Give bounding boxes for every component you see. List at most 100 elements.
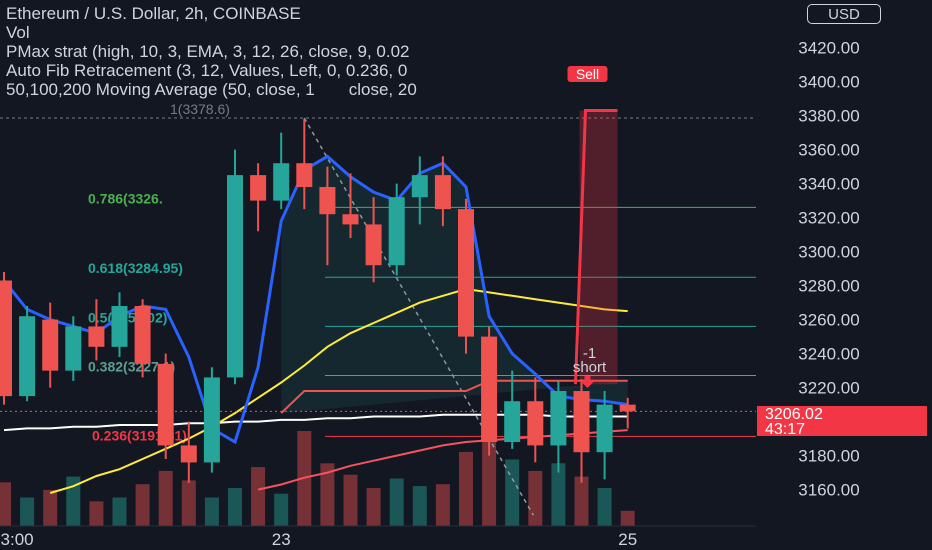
volume-bar (158, 470, 173, 526)
y-tick-label: 3180.00 (798, 447, 859, 466)
candle-body (596, 404, 613, 453)
legend-pmax[interactable]: PMax strat (high, 10, 3, EMA, 3, 12, 26,… (6, 42, 410, 61)
volume-bar (43, 489, 58, 526)
legend-title[interactable]: Ethereum / U.S. Dollar, 2h, COINBASE (6, 4, 301, 23)
indicator-lines (0, 154, 756, 494)
chart-legend: Ethereum / U.S. Dollar, 2h, COINBASE Vol… (6, 4, 417, 99)
y-tick-label: 3240.00 (798, 345, 859, 364)
candle-body (550, 391, 567, 446)
candle-body (619, 404, 636, 412)
y-tick-label: 3220.00 (798, 379, 859, 398)
candle-body (42, 319, 59, 371)
candle-body (411, 175, 428, 198)
sell-badge-label: Sell (576, 66, 599, 82)
y-tick-label: 3360.00 (798, 141, 859, 160)
volume-bar (320, 463, 335, 526)
candle-body (134, 306, 151, 364)
trade-side-label: short (573, 359, 607, 376)
pmax-fill (281, 156, 628, 414)
candle-body (0, 280, 12, 397)
candle-body (180, 445, 197, 463)
sell-spike-area (579, 110, 618, 385)
candle-body (504, 401, 521, 443)
candle-body (273, 163, 290, 201)
y-tick-label: 3300.00 (798, 243, 859, 262)
volume-bar (112, 497, 127, 526)
pmax-stop-line (280, 379, 628, 414)
sell-spike-line (574, 109, 618, 385)
candle-body (481, 336, 498, 443)
currency-button[interactable]: USD (807, 4, 881, 24)
last-price-label: 3206.02 43:17 (757, 406, 927, 438)
candle-body (65, 326, 82, 371)
legend-fib[interactable]: Auto Fib Retracement (3, 12, Values, Lef… (6, 61, 408, 80)
candle-body (88, 326, 105, 347)
volume-bar (204, 497, 219, 526)
volume-bar (89, 501, 104, 526)
candle-body (458, 209, 474, 337)
volume-bar (412, 486, 427, 526)
volume-bar (343, 474, 358, 526)
candle-body (157, 363, 174, 446)
candle-body (203, 377, 220, 463)
volume-bar (66, 476, 81, 526)
legend-ma-tail: close, 20 (348, 80, 417, 99)
candle-body (250, 175, 267, 201)
x-tick-label: 3:00 (1, 530, 34, 549)
candle-body (365, 224, 382, 266)
x-tick-label: 23 (272, 530, 291, 549)
x-tick-label: 25 (618, 530, 637, 549)
axes: 3160.003180.003200.003220.003240.003260.… (0, 39, 860, 549)
candle-body (319, 187, 336, 215)
y-tick-label: 3420.00 (798, 39, 859, 58)
legend-ma[interactable]: 50,100,200 Moving Average (50, close, 1 c… (6, 80, 417, 99)
bar-countdown: 43:17 (765, 421, 806, 438)
short-arrow-icon (580, 376, 595, 388)
volume-bars (0, 412, 635, 526)
y-tick-label: 3400.00 (798, 73, 859, 92)
ma50-line (49, 287, 628, 494)
volume-bar (228, 488, 242, 526)
pmax-line (2, 154, 628, 445)
trade-size-label: -1 (583, 345, 596, 362)
volume-bar (574, 476, 589, 526)
volume-bar (505, 459, 520, 526)
y-tick-label: 3320.00 (798, 209, 859, 228)
sell-badge (567, 66, 608, 82)
candle-body (19, 316, 36, 397)
fib-label: 0.786(3326. (88, 190, 163, 206)
candles (0, 119, 636, 483)
candle-body (227, 175, 243, 378)
fib-label: 0.618(3284.95) (88, 260, 183, 276)
fib-label: 1(3378.6) (170, 101, 230, 117)
last-price-value: 3206.02 (765, 406, 823, 423)
legend-vol[interactable]: Vol (6, 23, 30, 42)
volume-bar (366, 488, 381, 526)
y-tick-label: 3260.00 (798, 311, 859, 330)
volume-bar (0, 482, 11, 526)
volume-bar (435, 484, 450, 526)
volume-bar (459, 451, 473, 526)
volume-bar (528, 470, 543, 526)
y-tick-label: 3280.00 (798, 277, 859, 296)
y-tick-label: 3160.00 (798, 481, 859, 500)
volume-bar (20, 497, 35, 526)
volume-bar (597, 488, 612, 526)
volume-bar (274, 493, 289, 526)
volume-bar (181, 480, 196, 526)
legend-ma-text: 50,100,200 Moving Average (50, close, 1 (6, 80, 315, 99)
candle-body (434, 175, 451, 210)
candle-body (111, 306, 128, 347)
volume-bar (620, 510, 635, 526)
ma200-line (3, 413, 628, 432)
candle-body (296, 163, 313, 188)
volume-bar (551, 463, 566, 526)
y-tick-label: 3380.00 (798, 107, 859, 126)
candle-body (573, 391, 590, 453)
candle-body (388, 197, 405, 266)
volume-bar (251, 467, 266, 526)
volume-bar (135, 484, 150, 526)
candle-body (342, 214, 359, 225)
